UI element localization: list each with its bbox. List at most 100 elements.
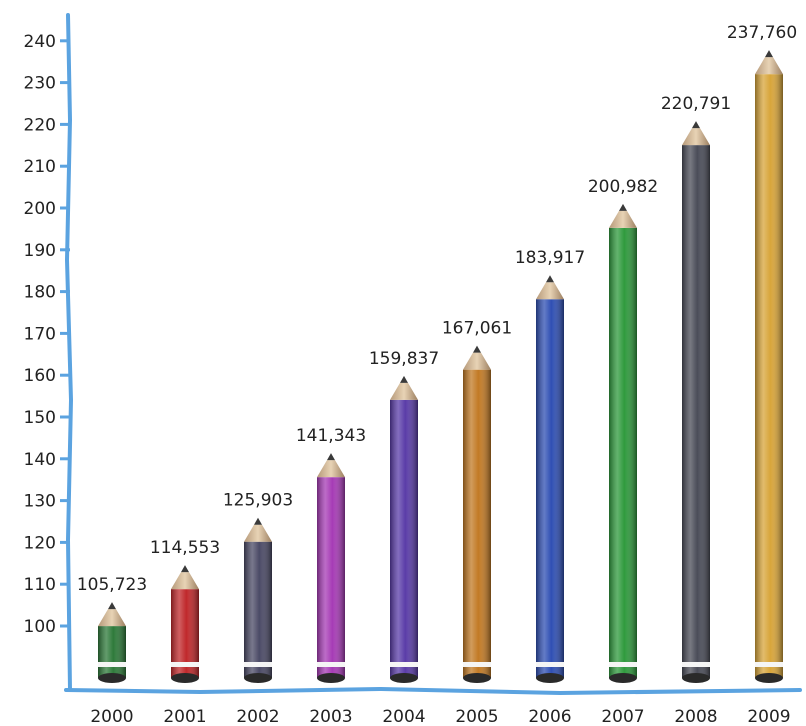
- pencil-end: [98, 673, 126, 683]
- y-tick-label: 220: [24, 115, 56, 135]
- x-tick-label: 2002: [236, 707, 279, 726]
- x-tick-label: 2007: [601, 707, 644, 726]
- pencil-shading: [317, 477, 345, 678]
- y-tick-label: 120: [24, 533, 56, 553]
- y-tick-label: 200: [24, 199, 56, 219]
- pencil-band: [536, 662, 564, 667]
- pencil-bar: [98, 602, 126, 683]
- x-tick-label: 2009: [747, 707, 790, 726]
- pencil-band: [682, 662, 710, 667]
- pencil-tip: [765, 50, 773, 58]
- data-label: 125,903: [223, 491, 293, 511]
- y-tick-label: 150: [24, 408, 56, 428]
- pencil-shading: [390, 399, 418, 678]
- pencil-shading: [98, 626, 126, 678]
- x-tick-labels: 2000 2001 2002 2003 2004 2005 2006 2007 2008 2009: [90, 707, 790, 726]
- pencil-shading: [755, 74, 783, 678]
- y-tick-label: 130: [24, 492, 56, 512]
- y-ticks: 100 110 120 130 140 150 160 170 180 190 200 210 220 2…: [24, 32, 70, 637]
- pencil-bar: [171, 565, 199, 683]
- y-tick-label: 230: [24, 74, 56, 94]
- x-tick-label: 2003: [309, 707, 352, 726]
- pencil-shading: [682, 145, 710, 678]
- data-label: 237,760: [727, 23, 797, 43]
- data-label: 159,837: [369, 349, 439, 369]
- pencil-tip: [692, 121, 700, 129]
- data-label: 141,343: [296, 426, 366, 446]
- pencil-tip: [400, 375, 408, 383]
- pencil-band: [463, 662, 491, 667]
- data-label: 183,917: [515, 248, 585, 268]
- pencil-bar: [390, 375, 418, 683]
- axes: [64, 13, 802, 696]
- y-tick-label: 240: [24, 32, 56, 52]
- y-tick-label: 140: [24, 450, 56, 470]
- pencil-cone: [536, 282, 564, 300]
- x-axis: [64, 686, 802, 696]
- y-tick-label: 170: [24, 324, 56, 344]
- pencil-cone: [609, 210, 637, 228]
- pencil-band: [171, 662, 199, 667]
- pencil-cone: [463, 352, 491, 370]
- pencil-band: [755, 662, 783, 667]
- pencil-tip: [473, 345, 481, 353]
- pencil-end: [755, 673, 783, 683]
- y-axis: [64, 13, 74, 692]
- pencil-band: [317, 662, 345, 667]
- pencil-tip: [327, 453, 335, 461]
- pencil-end: [609, 673, 637, 683]
- pencil-end: [244, 673, 272, 683]
- pencil-end: [390, 673, 418, 683]
- pencil-tip: [619, 203, 627, 211]
- data-label: 167,061: [442, 319, 512, 339]
- x-tick-label: 2006: [528, 707, 571, 726]
- pencil-bar: [682, 121, 710, 683]
- pencil-shading: [244, 541, 272, 678]
- data-label: 220,791: [661, 94, 731, 114]
- x-tick-label: 2005: [455, 707, 498, 726]
- pencil-bar: [244, 517, 272, 683]
- pencils: [98, 50, 783, 683]
- x-tick-label: 2004: [382, 707, 425, 726]
- pencil-cone: [317, 460, 345, 478]
- pencil-end: [317, 673, 345, 683]
- pencil-cone: [682, 128, 710, 146]
- y-tick-label: 110: [24, 575, 56, 595]
- x-tick-label: 2008: [674, 707, 717, 726]
- pencil-cone: [244, 524, 272, 542]
- y-tick-label: 190: [24, 241, 56, 261]
- pencil-band: [98, 662, 126, 667]
- data-label: 105,723: [77, 575, 147, 595]
- pencil-end: [463, 673, 491, 683]
- pencil-shading: [536, 299, 564, 678]
- pencil-cone: [755, 57, 783, 75]
- pencil-tip: [254, 517, 262, 525]
- pencil-tip: [546, 275, 554, 283]
- pencil-band: [244, 662, 272, 667]
- pencil-band: [609, 662, 637, 667]
- pencil-cone: [98, 609, 126, 627]
- y-tick-label: 160: [24, 366, 56, 386]
- y-tick-label: 100: [24, 617, 56, 637]
- y-tick-label: 210: [24, 157, 56, 177]
- pencil-end: [536, 673, 564, 683]
- pencil-end: [682, 673, 710, 683]
- pencil-bar: [463, 345, 491, 683]
- data-label: 114,553: [150, 538, 220, 558]
- pencil-bar: [755, 50, 783, 683]
- pencil-cone: [171, 572, 199, 590]
- pencil-bar: [609, 203, 637, 683]
- pencil-tip: [181, 565, 189, 573]
- pencil-shading: [609, 227, 637, 678]
- y-tick-label: 180: [24, 283, 56, 303]
- pencil-shading: [463, 369, 491, 678]
- data-label: 200,982: [588, 177, 658, 197]
- pencil-end: [171, 673, 199, 683]
- pencil-tip: [108, 602, 116, 610]
- pencil-band: [390, 662, 418, 667]
- pencil-bar: [317, 453, 345, 683]
- pencil-cone: [390, 382, 418, 400]
- x-tick-label: 2001: [163, 707, 206, 726]
